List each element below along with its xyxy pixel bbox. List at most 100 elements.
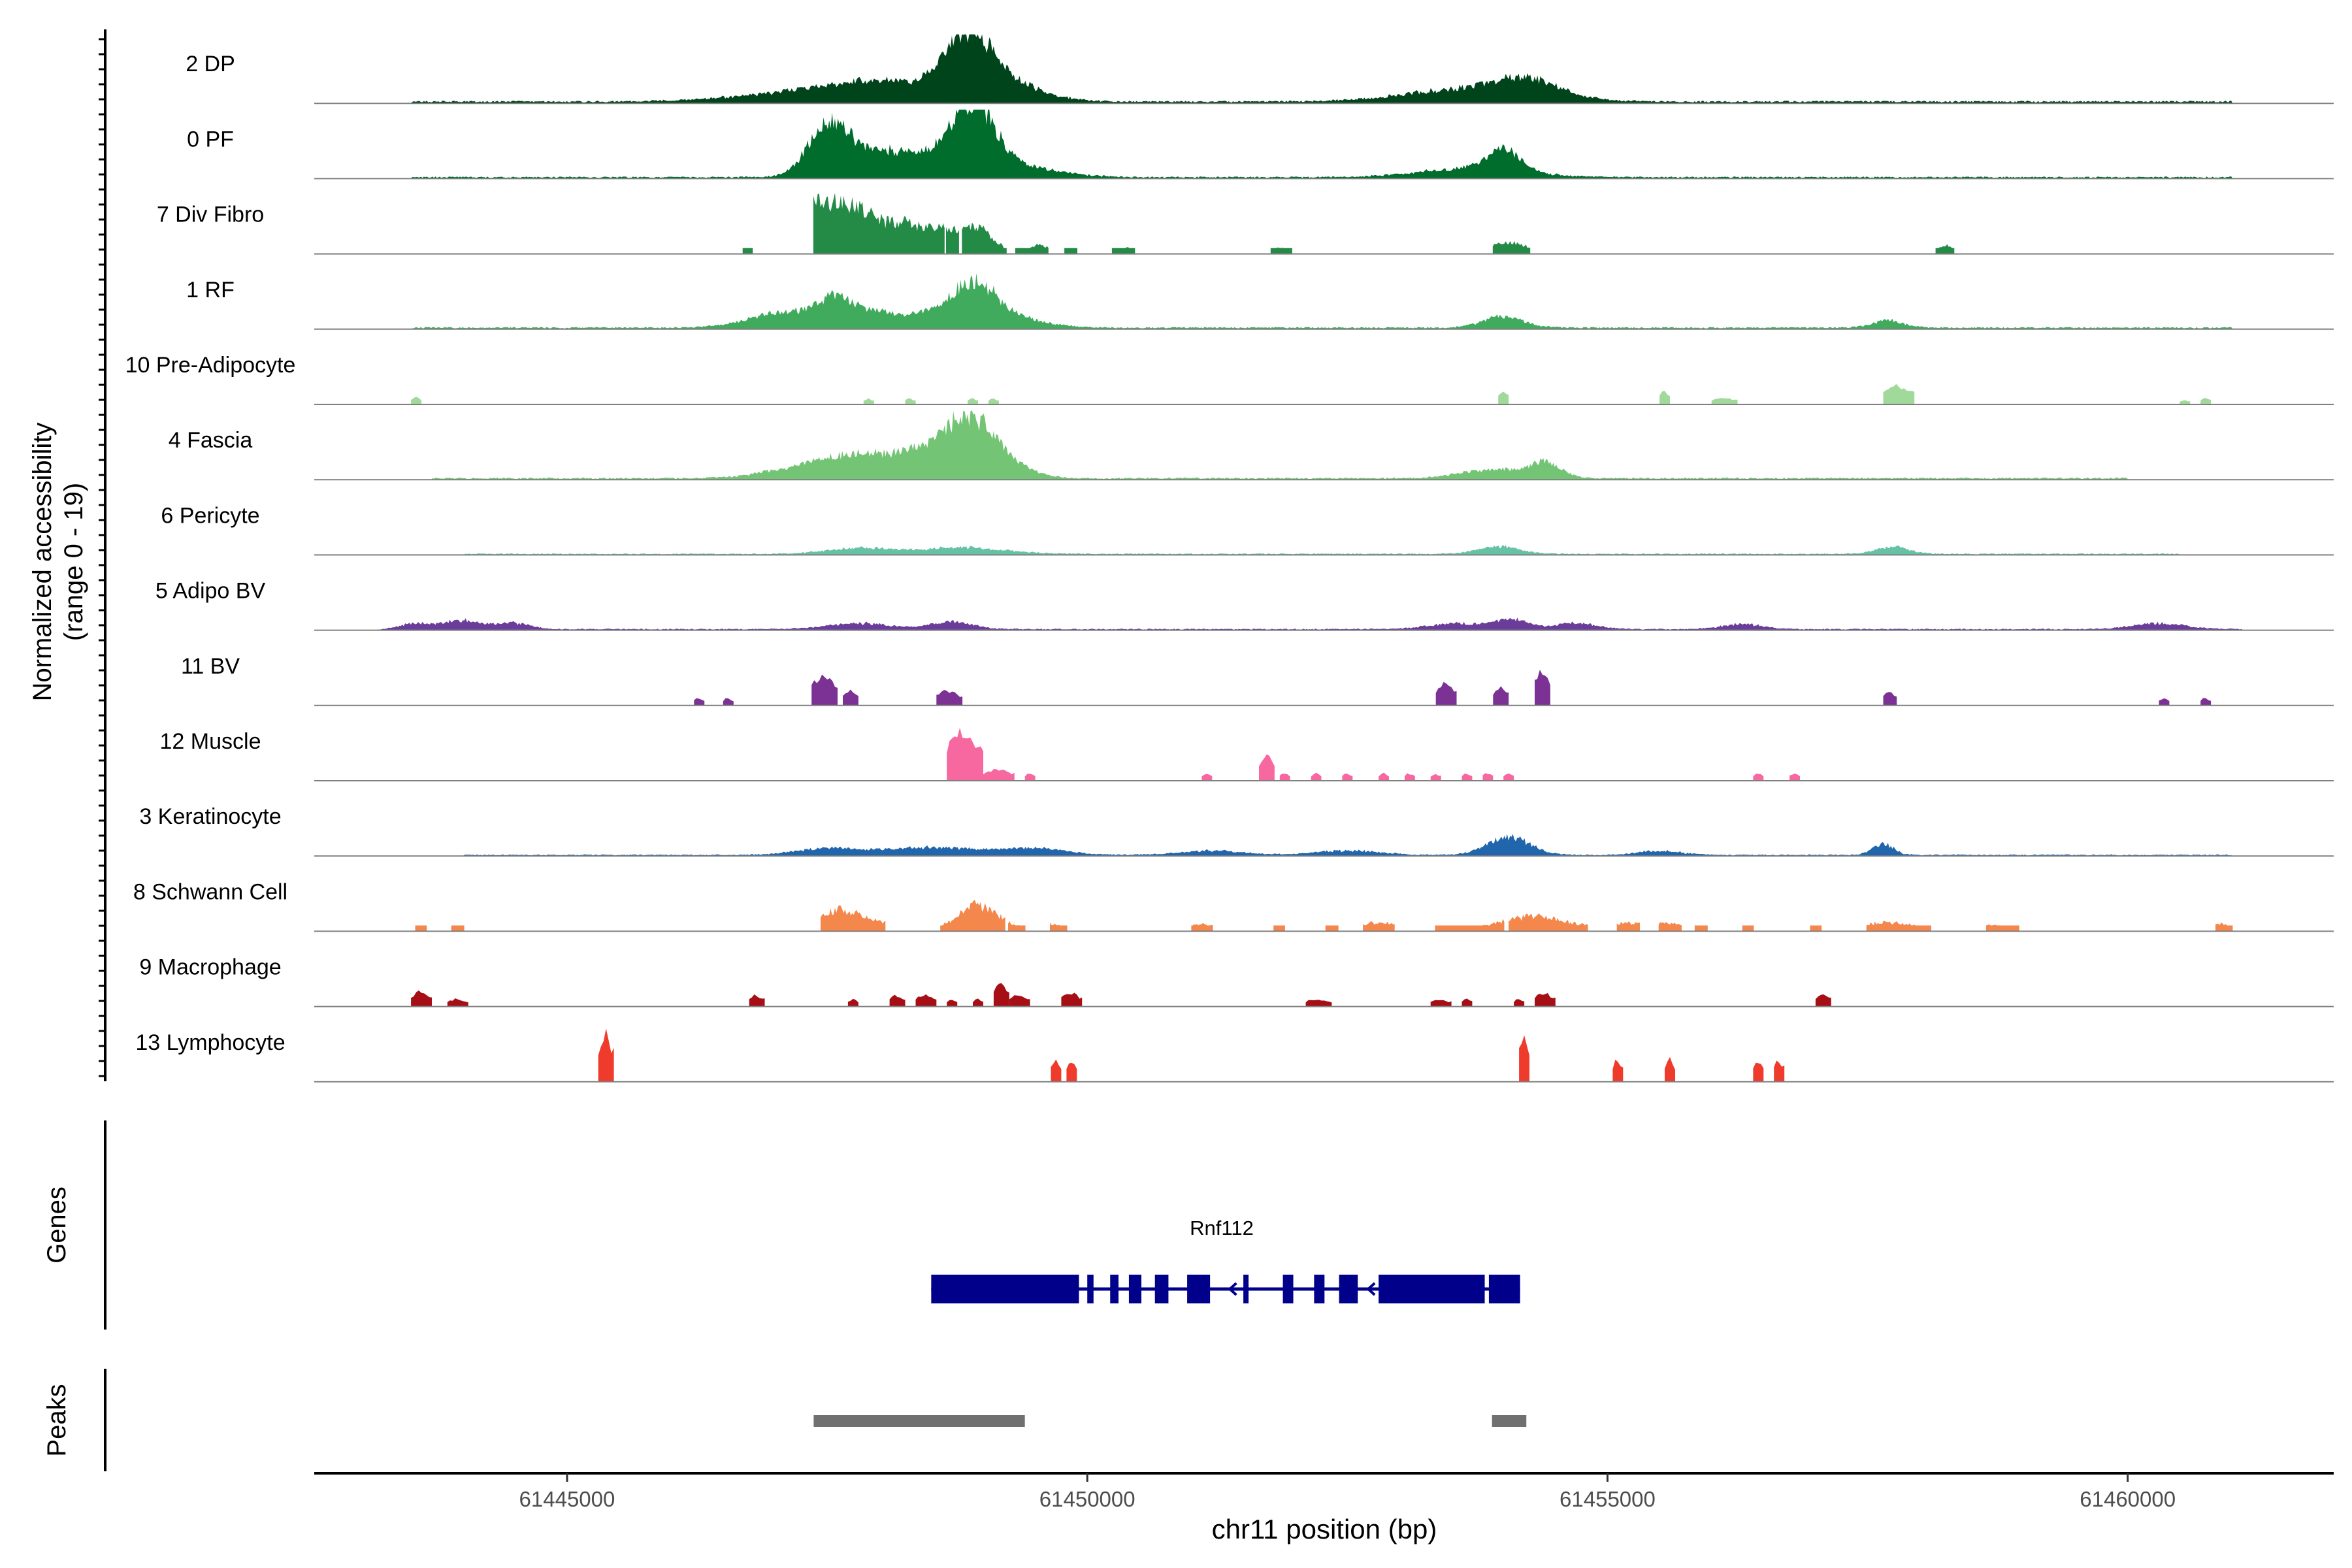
signal-block (1050, 923, 1068, 932)
signal-block (889, 994, 906, 1007)
signal-block (1498, 391, 1509, 404)
signal-block (2215, 922, 2233, 932)
signal-block (1503, 773, 1514, 781)
signal-block (1279, 774, 1290, 781)
peak-region (813, 1415, 1025, 1427)
signal-block (1273, 925, 1285, 932)
signal-block (1430, 1000, 1452, 1007)
gene-exon (1282, 1275, 1294, 1303)
signal-block (411, 990, 432, 1007)
track-label: 1 RF (186, 278, 235, 302)
peaks-label: Peaks (42, 1384, 71, 1456)
signal-block (2159, 698, 2170, 706)
signal-block (905, 398, 916, 404)
signal-block (843, 689, 858, 706)
track-label: 12 Muscle (160, 729, 261, 754)
signal-area (314, 410, 2334, 480)
track: 6 Pericyte (161, 503, 2334, 556)
track: 13 Lymphocyte (135, 1028, 2334, 1083)
gene-exon (1339, 1275, 1358, 1303)
track: 5 Adipo BV (155, 579, 2334, 631)
signal-block (694, 698, 705, 706)
track: 4 Fascia (169, 410, 2334, 481)
signal-block (1201, 774, 1213, 781)
x-tick-label: 61445000 (519, 1487, 615, 1511)
gene-exon (1243, 1275, 1249, 1303)
signal-block (1462, 774, 1473, 781)
signal-block (1259, 754, 1275, 781)
signal-block (813, 193, 945, 254)
track: 8 Schwann Cell (133, 879, 2334, 932)
gene-exon (1087, 1275, 1094, 1303)
signal-block (1342, 774, 1353, 781)
signal-block (1616, 921, 1640, 932)
track-label: 7 Div Fibro (157, 203, 264, 227)
signal-block (2200, 398, 2212, 404)
signal-block (947, 1000, 958, 1007)
track: 11 BV (181, 654, 2334, 706)
track-label: 9 Macrophage (139, 955, 281, 980)
track-label: 2 DP (186, 52, 235, 76)
signal-block (1325, 925, 1339, 932)
signal-block (1789, 774, 1801, 781)
signal-block (1774, 1060, 1785, 1082)
signal-area (314, 834, 2334, 857)
gene-exon (1128, 1275, 1142, 1303)
gene-exon (1154, 1275, 1169, 1303)
x-tick-label: 61460000 (2080, 1487, 2176, 1511)
signal-block (1015, 244, 1049, 254)
signal-block (1435, 681, 1457, 706)
signal-block (863, 398, 874, 404)
signal-block (1985, 924, 2019, 932)
signal-block (1866, 920, 1931, 932)
signal-block (1493, 686, 1509, 706)
signal-block (1753, 774, 1764, 781)
signal-block (1658, 922, 1682, 932)
signal-block (1379, 772, 1389, 781)
track: 12 Muscle (160, 728, 2334, 781)
peak-region (1492, 1415, 1527, 1427)
track-label: 8 Schwann Cell (133, 879, 287, 904)
signal-block (983, 769, 1015, 781)
signal-block (1111, 247, 1135, 254)
signal-block (847, 998, 858, 1007)
signal-block (447, 998, 468, 1007)
signal-block (1462, 998, 1473, 1007)
signal-block (1008, 921, 1026, 932)
gene-model (931, 1275, 1520, 1303)
strand-arrow (1366, 1282, 1376, 1296)
x-tick-label: 61450000 (1039, 1487, 1135, 1511)
track: 0 PF (187, 109, 2334, 180)
signal-block (1430, 774, 1441, 781)
signal-block (1815, 994, 1831, 1007)
track-label: 5 Adipo BV (155, 579, 266, 604)
track-label: 6 Pericyte (161, 503, 259, 528)
signal-block (973, 998, 983, 1007)
track-label: 10 Pre-Adipocyte (125, 353, 296, 378)
signal-block (1694, 925, 1708, 932)
signal-block (1064, 248, 1077, 254)
track: 7 Div Fibro (157, 193, 2334, 255)
signal-block (968, 398, 978, 404)
signal-block (1514, 999, 1525, 1007)
gene-exon (1314, 1275, 1325, 1303)
track-label: 11 BV (181, 654, 240, 679)
signal-area (314, 109, 2334, 179)
signal-block (2200, 698, 2212, 706)
signal-block (1883, 692, 1897, 706)
track-label: 13 Lymphocyte (135, 1030, 285, 1055)
gene-name-label: Rnf112 (1190, 1217, 1254, 1239)
signal-block (1711, 398, 1738, 404)
signal-block (821, 905, 886, 932)
track: 3 Keratinocyte (139, 804, 2334, 857)
signal-block (598, 1028, 614, 1082)
signal-block (1535, 992, 1556, 1007)
genes-label: Genes (42, 1186, 71, 1264)
signal-block (947, 728, 983, 781)
signal-block (915, 994, 937, 1007)
signal-block (811, 674, 838, 706)
signal-block (2180, 400, 2191, 404)
signal-block (1024, 774, 1036, 781)
track: 1 RF (186, 273, 2334, 330)
signal-block (1435, 919, 1505, 932)
